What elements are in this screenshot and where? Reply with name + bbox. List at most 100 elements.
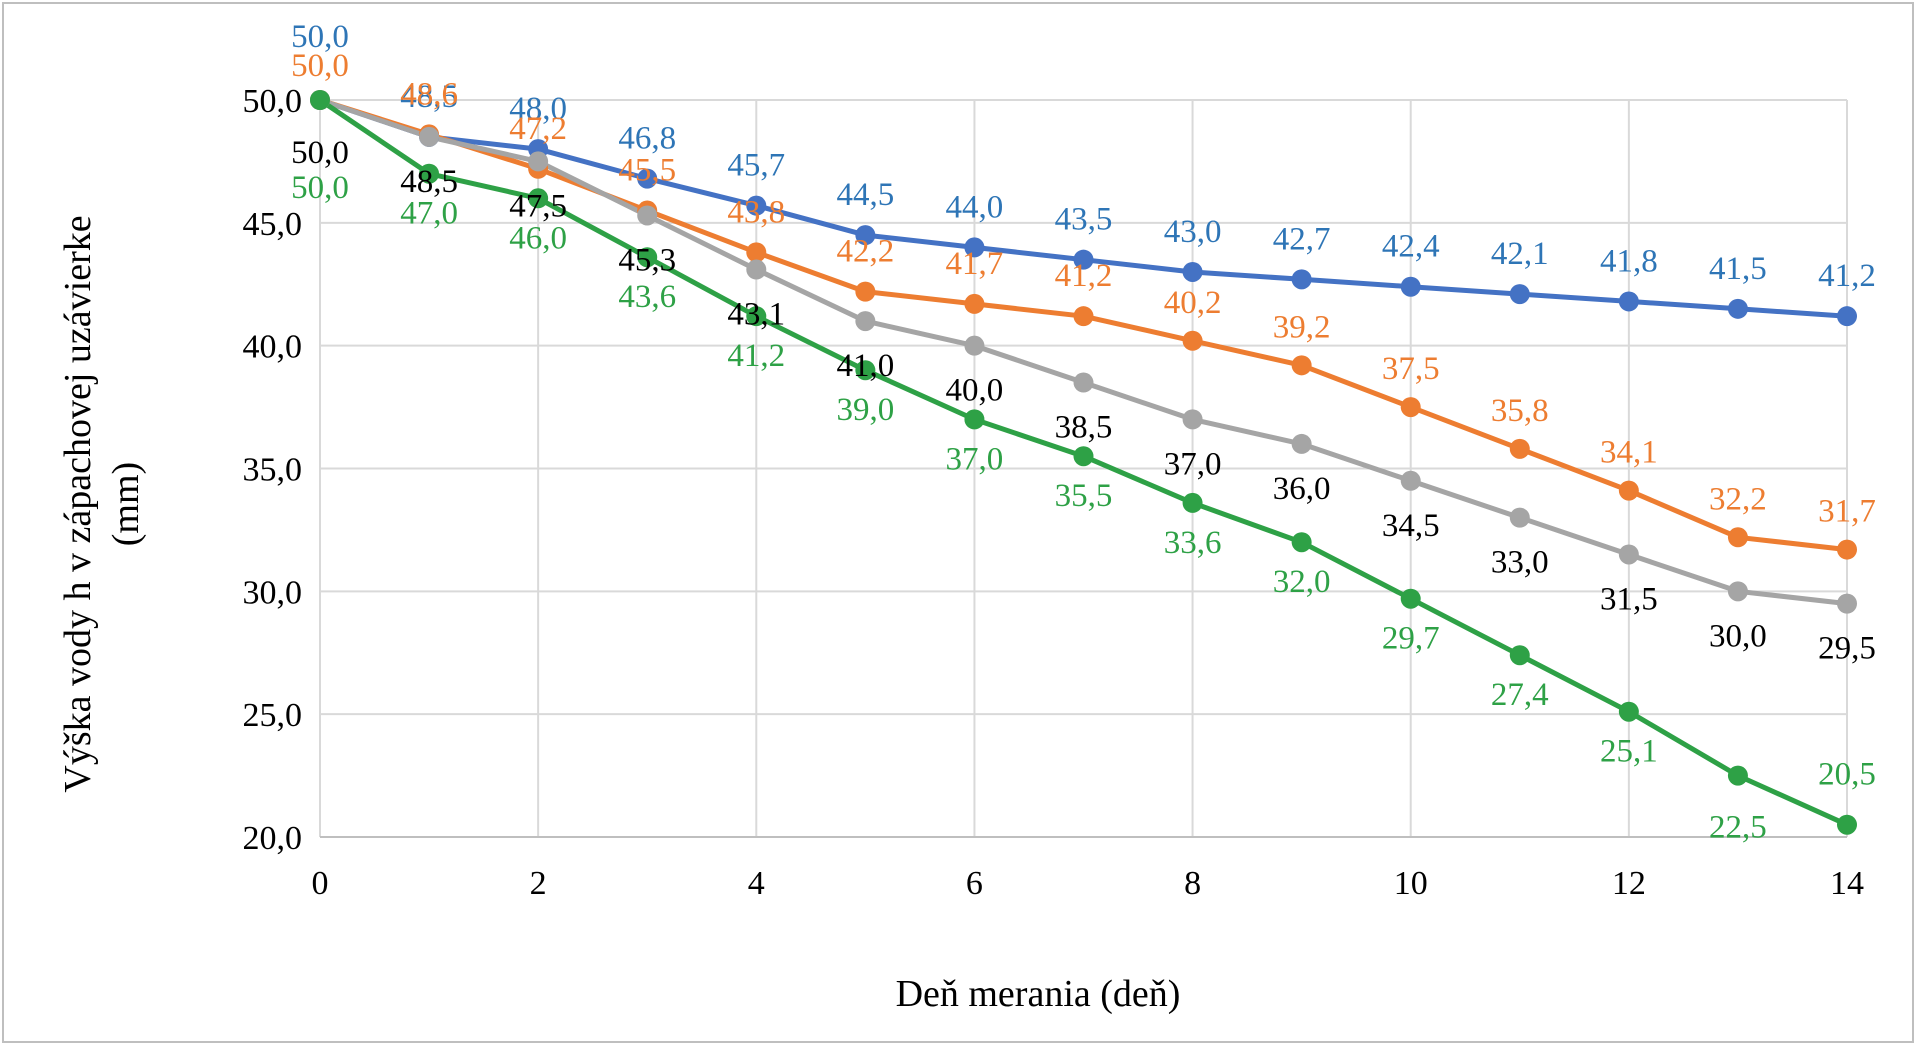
series-3-point — [528, 151, 549, 172]
series-1-point — [855, 225, 876, 246]
series-3-data-label: 45,3 — [618, 242, 676, 278]
series-3-point — [1400, 470, 1421, 491]
series-3-data-label: 41,0 — [836, 348, 894, 384]
series-1-data-label: 45,7 — [727, 148, 785, 184]
series-1-data-label: 44,0 — [946, 189, 1004, 225]
series-1-data-label: 48,0 — [509, 91, 567, 127]
series-4-point — [1727, 765, 1748, 786]
series-4-data-label: 32,0 — [1273, 564, 1331, 600]
series-4-data-label: 50,0 — [291, 170, 349, 206]
series-1-data-label: 41,2 — [1818, 258, 1876, 294]
series-3-point — [855, 311, 876, 332]
series-3-point — [1291, 433, 1312, 454]
series-1-point — [1291, 269, 1312, 290]
series-4-data-label: 47,0 — [400, 196, 458, 232]
series-3-data-label: 37,0 — [1164, 446, 1222, 482]
gridlines — [319, 99, 1848, 838]
series-2-point — [1182, 330, 1203, 351]
series-2-point — [1837, 539, 1857, 560]
series-4-point — [310, 90, 330, 110]
y-axis-title-line-1: Výška vody h v zápachovej uzávierke — [57, 215, 99, 792]
series-4-data-label: 35,5 — [1055, 478, 1113, 514]
series-2-data-label: 42,2 — [836, 234, 894, 270]
series-2-point — [1509, 438, 1530, 459]
series-1-data-label: 44,5 — [836, 177, 894, 213]
series-3-point — [746, 259, 767, 280]
series-markers — [310, 90, 1857, 835]
series-3-point — [1073, 372, 1094, 393]
x-tick-label: 6 — [966, 865, 983, 902]
series-1-point — [637, 168, 658, 189]
series-4-point — [528, 188, 549, 209]
series-1-point — [1182, 261, 1203, 282]
y-tick-label: 45,0 — [243, 206, 303, 243]
series-3-point — [1182, 409, 1203, 430]
series-2-point — [1727, 527, 1748, 548]
y-tick-label: 30,0 — [243, 574, 303, 611]
x-tick-label: 12 — [1612, 865, 1646, 902]
series-4-data-label: 22,5 — [1709, 810, 1767, 846]
series-1-point — [746, 195, 767, 216]
series-1-point — [1727, 298, 1748, 319]
series-1-data-label: 43,0 — [1164, 214, 1222, 250]
series-3-point — [1837, 593, 1857, 614]
series-2-point — [855, 281, 876, 302]
data-labels: 50,0 48,5 48,0 46,8 45,7 44,5 44,0 43,5 43,0 42,7… — [291, 19, 1876, 846]
series-3-data-label: 29,5 — [1818, 631, 1876, 667]
series-4-point — [1837, 814, 1857, 835]
series-2-data-label: 37,5 — [1382, 351, 1440, 387]
series-2-point — [746, 242, 767, 263]
series-1-point — [1509, 284, 1530, 305]
series-1-point — [1073, 249, 1094, 270]
series-1-point — [1618, 291, 1639, 312]
series-2-data-label: 31,7 — [1818, 494, 1876, 530]
series-4-point — [419, 163, 440, 184]
y-axis-title: Výška vody h v zápachovej uzávierke (mm) — [57, 215, 147, 792]
series-3-data-label: 50,0 — [291, 135, 349, 171]
series-1-data-label: 50,0 — [291, 19, 349, 55]
series-3-point — [1618, 544, 1639, 565]
series-3-data-label: 43,1 — [727, 297, 785, 333]
series-3-point — [637, 205, 658, 226]
series-1-data-label: 42,7 — [1273, 221, 1331, 257]
x-tick-label: 0 — [312, 865, 329, 902]
series-4-data-label: 41,2 — [727, 338, 785, 374]
y-tick-label: 35,0 — [243, 452, 303, 489]
series-4-data-label: 33,6 — [1164, 525, 1222, 561]
series-3-data-label: 34,5 — [1382, 508, 1440, 544]
series-4-point — [637, 247, 658, 268]
series-4-point — [1182, 492, 1203, 513]
series-4-data-label: 39,0 — [836, 392, 894, 428]
series-4-point — [1291, 532, 1312, 553]
series-4-point — [964, 409, 985, 430]
series-2-data-label: 41,2 — [1055, 258, 1113, 294]
y-tick-label: 50,0 — [243, 83, 303, 120]
line-chart: 0 2 4 6 8 10 12 14 20,0 25,0 30,0 35,0 40,0 45,050,0 … — [57, 19, 1876, 1015]
y-tick-label: 25,0 — [243, 697, 303, 734]
series-2-data-label: 50,0 — [291, 48, 349, 84]
series-3-point — [419, 126, 440, 147]
x-tick-label: 2 — [530, 865, 547, 902]
series-4-data-label: 27,4 — [1491, 677, 1549, 713]
series-4-point — [746, 306, 767, 327]
series-4-point — [1400, 588, 1421, 609]
series-3-data-label: 48,5 — [400, 164, 458, 200]
series-3-data-label: 33,0 — [1491, 545, 1549, 581]
series-3-point — [1509, 507, 1530, 528]
series-2-data-label: 40,2 — [1164, 285, 1222, 321]
series-4-data-label: 46,0 — [509, 220, 567, 256]
x-tick-label: 14 — [1830, 865, 1864, 902]
y-tick-label: 20,0 — [243, 820, 303, 857]
series-2-point — [964, 293, 985, 314]
series-2-point — [1400, 397, 1421, 418]
series-3-data-label: 40,0 — [946, 373, 1004, 409]
series-4-point — [1509, 645, 1530, 666]
series-1-data-label: 42,4 — [1382, 229, 1440, 265]
series-2-point — [1618, 480, 1639, 501]
series-2-data-label: 39,2 — [1273, 309, 1331, 345]
series-2-data-label: 48,6 — [400, 76, 458, 112]
y-axis-title-line-2: (mm) — [105, 462, 147, 546]
series-4-point — [1618, 701, 1639, 722]
